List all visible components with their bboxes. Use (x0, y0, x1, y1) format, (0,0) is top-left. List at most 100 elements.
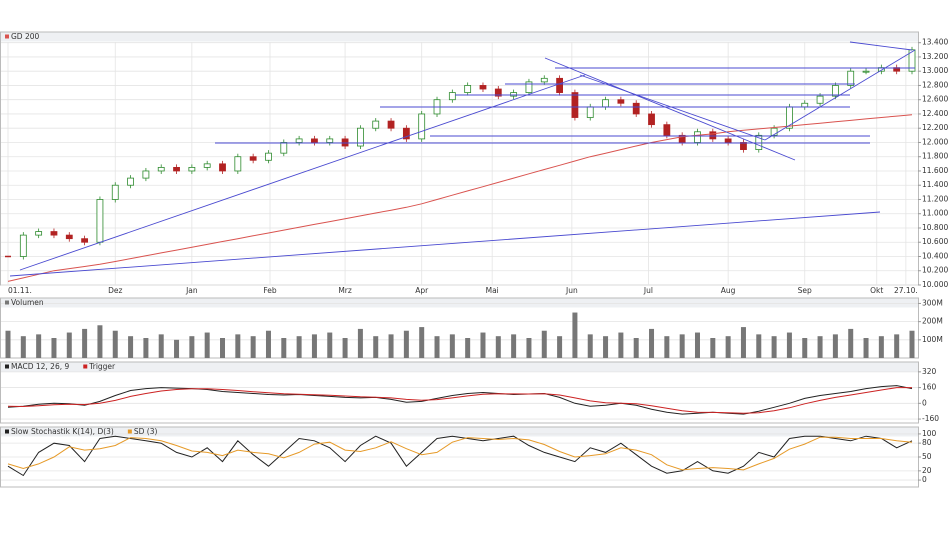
x-tick-label: Sep (798, 286, 812, 295)
candle (556, 77, 563, 93)
candle (847, 70, 855, 86)
legend-label: Volumen (11, 298, 44, 307)
bar (771, 336, 777, 358)
bar (204, 332, 210, 358)
bar (511, 334, 517, 358)
x-tick-label: Jul (643, 286, 653, 295)
candle (571, 92, 579, 118)
y-tick-label: 11.800 (922, 152, 948, 161)
candle (188, 167, 196, 172)
bar (5, 330, 11, 358)
bar (112, 330, 118, 358)
candle (387, 120, 395, 129)
candle (142, 170, 150, 179)
candle (203, 163, 211, 168)
y-tick-label: 10.600 (922, 237, 948, 246)
series-line (7, 435, 913, 477)
y-tick-label: 11.200 (922, 194, 948, 203)
candle (632, 102, 640, 115)
legend-label: SD (3) (134, 427, 158, 436)
x-tick-label: Jan (185, 286, 198, 295)
candle (402, 127, 410, 140)
bar (357, 328, 363, 358)
bar (82, 328, 88, 358)
y-tick-label: 100M (922, 335, 943, 344)
legend-label: MACD 12, 26, 9 (11, 362, 69, 371)
bar (419, 327, 425, 358)
candle (755, 134, 763, 150)
y-tick-label: -160 (922, 414, 939, 423)
series-line (7, 387, 912, 414)
y-tick-label: 12.600 (922, 95, 948, 104)
candle (219, 163, 226, 172)
candle (709, 131, 717, 140)
bar (633, 338, 639, 358)
y-tick-label: 13.400 (922, 38, 948, 47)
bar (618, 332, 624, 358)
panel-header (1, 32, 918, 42)
y-tick-label: 300M (922, 298, 943, 307)
bar (740, 327, 746, 358)
bar (265, 330, 271, 358)
bar (51, 338, 57, 358)
y-tick-label: 0 (922, 475, 927, 484)
bar (878, 336, 884, 358)
y-tick-label: 12.800 (922, 80, 948, 89)
bar (786, 332, 792, 358)
y-tick-label: 20 (922, 466, 932, 475)
panel-header (1, 427, 918, 437)
x-tick-label: 27.10. (894, 286, 918, 295)
bar (802, 338, 808, 358)
bar (725, 336, 731, 358)
bar (664, 336, 670, 358)
bar (817, 336, 823, 358)
panel-header (1, 298, 918, 308)
legend-swatch (5, 364, 9, 369)
legend-swatch (5, 429, 9, 434)
candle (694, 131, 701, 143)
trend-line (9, 211, 881, 277)
bar (434, 336, 440, 358)
series-line (7, 114, 913, 282)
bar (235, 334, 241, 358)
candle (740, 142, 747, 150)
bar (342, 338, 348, 358)
bar (66, 332, 72, 358)
bar (710, 338, 716, 358)
candle (111, 184, 119, 200)
candle (234, 156, 242, 172)
candle (648, 113, 655, 126)
bar (388, 334, 394, 358)
candle (295, 138, 303, 143)
y-tick-label: 200M (922, 317, 943, 326)
candle (418, 113, 426, 140)
bar (373, 336, 379, 358)
bar (756, 334, 762, 358)
bar (20, 336, 26, 358)
candle (816, 95, 824, 104)
candle (479, 85, 487, 90)
candle (372, 120, 380, 129)
candle (724, 138, 732, 143)
candle (862, 70, 870, 73)
series-line (7, 385, 913, 415)
bar (587, 334, 593, 358)
bar (36, 334, 42, 358)
bar (311, 334, 317, 358)
bar (449, 334, 455, 358)
bar (465, 338, 471, 358)
candle (770, 127, 778, 136)
legend-swatch (5, 34, 9, 39)
candle (50, 231, 58, 236)
trend-line (19, 74, 586, 271)
x-tick-label: Apr (415, 286, 429, 295)
candle (280, 142, 288, 154)
candle (249, 156, 257, 161)
candle (464, 85, 472, 93)
bar (526, 338, 532, 358)
bar (158, 334, 164, 358)
y-tick-label: 11.600 (922, 166, 948, 175)
x-tick-label: Mrz (338, 286, 352, 295)
bar (128, 336, 134, 358)
legend-swatch (83, 364, 88, 369)
